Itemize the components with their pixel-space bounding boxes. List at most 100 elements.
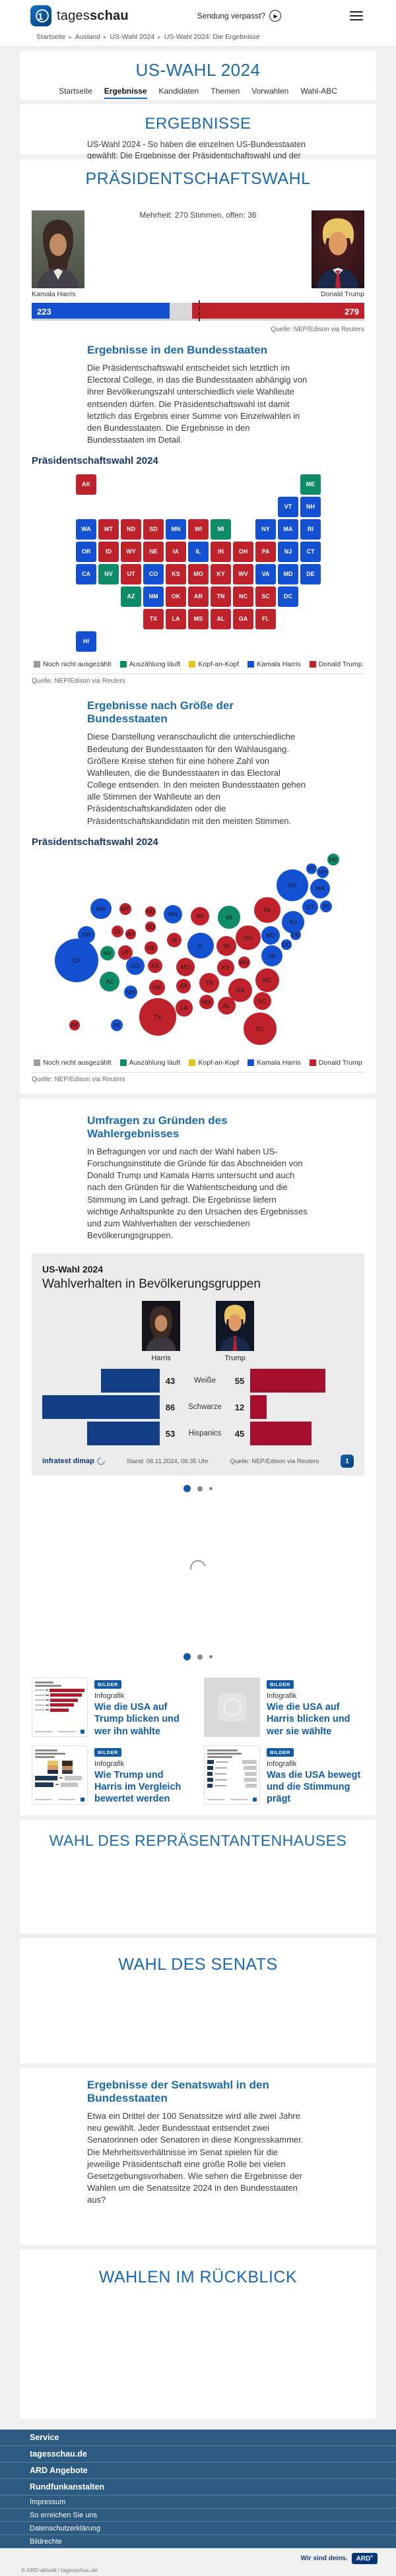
sendung-verpasst-link[interactable]: Sendung verpasst? ▶ [197, 10, 282, 22]
state-tile-MT[interactable]: MT [98, 519, 119, 540]
state-bubble-DE[interactable]: DE [290, 929, 301, 940]
state-tile-IA[interactable]: IA [166, 542, 186, 563]
footer-link-impressum[interactable]: Impressum [0, 2496, 396, 2509]
state-tile-CA[interactable]: CA [76, 564, 96, 585]
state-tile-AR[interactable]: AR [188, 586, 209, 608]
state-bubble-TX[interactable]: TX [139, 998, 177, 1036]
state-bubble-NC[interactable]: NC [255, 968, 279, 992]
footer-accordion-ard-angebote[interactable]: ARD Angebote [0, 2463, 396, 2480]
state-bubble-WY[interactable]: WY [125, 929, 136, 939]
carousel-dot-1[interactable] [183, 1653, 191, 1661]
state-bubble-FL[interactable]: FL [244, 1013, 277, 1046]
state-tile-WI[interactable]: WI [188, 519, 209, 540]
state-tile-LA[interactable]: LA [166, 609, 186, 630]
state-bubble-NM[interactable]: NM [123, 985, 138, 999]
breadcrumb-item-3[interactable]: US-Wahl 2024 [110, 33, 155, 41]
teaser-2[interactable]: BILDER Infografik Wie die USA auf Harris b… [204, 1678, 364, 1738]
state-bubble-TN[interactable]: TN [199, 972, 219, 993]
state-bubble-WV[interactable]: WV [238, 956, 250, 968]
state-bubble-MS[interactable]: MS [199, 994, 214, 1009]
teaser-1[interactable]: BILDER Infografik Wie die USA auf Trump bl… [32, 1678, 192, 1738]
state-tile-VA[interactable]: VA [255, 564, 276, 585]
state-bubble-KS[interactable]: KS [147, 958, 162, 973]
state-bubble-MA[interactable]: MA [310, 878, 330, 898]
state-bubble-WI[interactable]: WI [190, 906, 210, 926]
state-tile-OH[interactable]: OH [233, 542, 253, 563]
state-tile-AK[interactable]: AK [76, 474, 96, 495]
state-tile-IN[interactable]: IN [211, 542, 231, 563]
state-bubble-UT[interactable]: UT [117, 945, 133, 960]
state-bubble-AZ[interactable]: AZ [100, 971, 119, 991]
state-bubble-MT[interactable]: MT [119, 902, 131, 915]
state-tile-CT[interactable]: CT [300, 542, 321, 563]
state-bubble-NH[interactable]: NH [317, 865, 329, 878]
state-bubble-CO[interactable]: CO [125, 956, 145, 976]
state-tile-GA[interactable]: GA [233, 609, 253, 630]
state-bubble-ND[interactable]: ND [145, 906, 156, 917]
state-tile-MO[interactable]: MO [188, 564, 209, 585]
state-bubble-NY[interactable]: NY [277, 869, 308, 901]
play-icon[interactable]: ▶ [269, 10, 282, 22]
state-tile-NJ[interactable]: NJ [278, 542, 298, 563]
state-bubble-SC[interactable]: SC [253, 992, 271, 1011]
state-bubble-AL[interactable]: AL [217, 997, 236, 1015]
state-tile-ID[interactable]: ID [98, 542, 119, 563]
tab-kandidaten[interactable]: Kandidaten [158, 86, 199, 96]
state-bubble-VT[interactable]: VT [306, 864, 317, 874]
state-tile-WY[interactable]: WY [121, 542, 141, 563]
footer-link-so-erreichen-sie-uns[interactable]: So erreichen Sie uns [0, 2509, 396, 2523]
state-bubble-HI[interactable]: HI [111, 1019, 123, 1031]
tab-ergebnisse[interactable]: Ergebnisse [104, 86, 147, 99]
state-tile-NE[interactable]: NE [143, 542, 164, 563]
state-tile-NH[interactable]: NH [300, 497, 321, 518]
state-tile-MS[interactable]: MS [188, 609, 209, 630]
state-tile-FL[interactable]: FL [255, 609, 276, 630]
state-bubble-KY[interactable]: KY [217, 959, 234, 976]
state-bubble-AR[interactable]: AR [176, 978, 191, 993]
state-bubble-MO[interactable]: MO [176, 957, 195, 977]
state-tile-WA[interactable]: WA [76, 519, 96, 540]
teaser-4[interactable]: BILDER Infografik Was die USA bewegt und d… [204, 1745, 364, 1805]
state-tile-PA[interactable]: PA [255, 542, 276, 563]
state-bubble-OK[interactable]: OK [149, 979, 165, 995]
tab-wahl-abc[interactable]: Wahl-ABC [300, 86, 337, 96]
state-tile-IL[interactable]: IL [188, 542, 209, 563]
ard-logo[interactable]: Wir sind deins. ARD® [301, 2553, 378, 2565]
state-bubble-LA[interactable]: LA [176, 999, 193, 1017]
footer-link-datenschutzerklärung[interactable]: Datenschutzerklärung [0, 2522, 396, 2536]
state-tile-MA[interactable]: MA [278, 519, 298, 540]
state-bubble-MI[interactable]: MI [217, 906, 241, 929]
state-tile-MI[interactable]: MI [211, 519, 231, 540]
state-tile-UT[interactable]: UT [121, 564, 141, 585]
state-tile-AL[interactable]: AL [211, 609, 231, 630]
state-tile-TN[interactable]: TN [211, 586, 231, 608]
tab-themen[interactable]: Themen [211, 86, 240, 96]
tab-startseite[interactable]: Startseite [59, 86, 92, 96]
state-tile-SD[interactable]: SD [143, 519, 164, 540]
state-bubble-NE[interactable]: NE [144, 941, 158, 955]
state-bubble-DC[interactable]: DC [281, 939, 292, 950]
footer-accordion-tagesschau-de[interactable]: tagesschau.de [0, 2446, 396, 2463]
breadcrumb-item-2[interactable]: Ausland [75, 33, 100, 41]
state-bubble-AK[interactable]: AK [69, 1020, 80, 1030]
state-tile-KY[interactable]: KY [211, 564, 231, 585]
carousel-dot-1[interactable] [183, 1485, 191, 1493]
state-bubble-IN[interactable]: IN [216, 935, 236, 956]
state-bubble-CA[interactable]: CA [54, 938, 99, 982]
state-bubble-RI[interactable]: RI [320, 900, 332, 912]
breadcrumb-item-1[interactable]: Startseite [36, 33, 66, 41]
state-tile-NV[interactable]: NV [98, 564, 119, 585]
tab-vorwahlen[interactable]: Vorwahlen [251, 86, 289, 96]
state-tile-NM[interactable]: NM [143, 586, 164, 608]
state-bubble-ID[interactable]: ID [112, 925, 123, 937]
state-tile-OK[interactable]: OK [166, 586, 186, 608]
footer-accordion-service[interactable]: Service [0, 2430, 396, 2447]
footer-link-bildrechte[interactable]: Bildrechte [0, 2535, 396, 2549]
state-tile-MD[interactable]: MD [278, 564, 298, 585]
state-bubble-GA[interactable]: GA [228, 978, 252, 1002]
state-tile-WV[interactable]: WV [233, 564, 253, 585]
state-tile-VT[interactable]: VT [278, 497, 298, 518]
state-tile-DE[interactable]: DE [300, 564, 321, 585]
state-tile-ME[interactable]: ME [300, 474, 321, 495]
carousel-dot-3[interactable] [209, 1487, 213, 1491]
